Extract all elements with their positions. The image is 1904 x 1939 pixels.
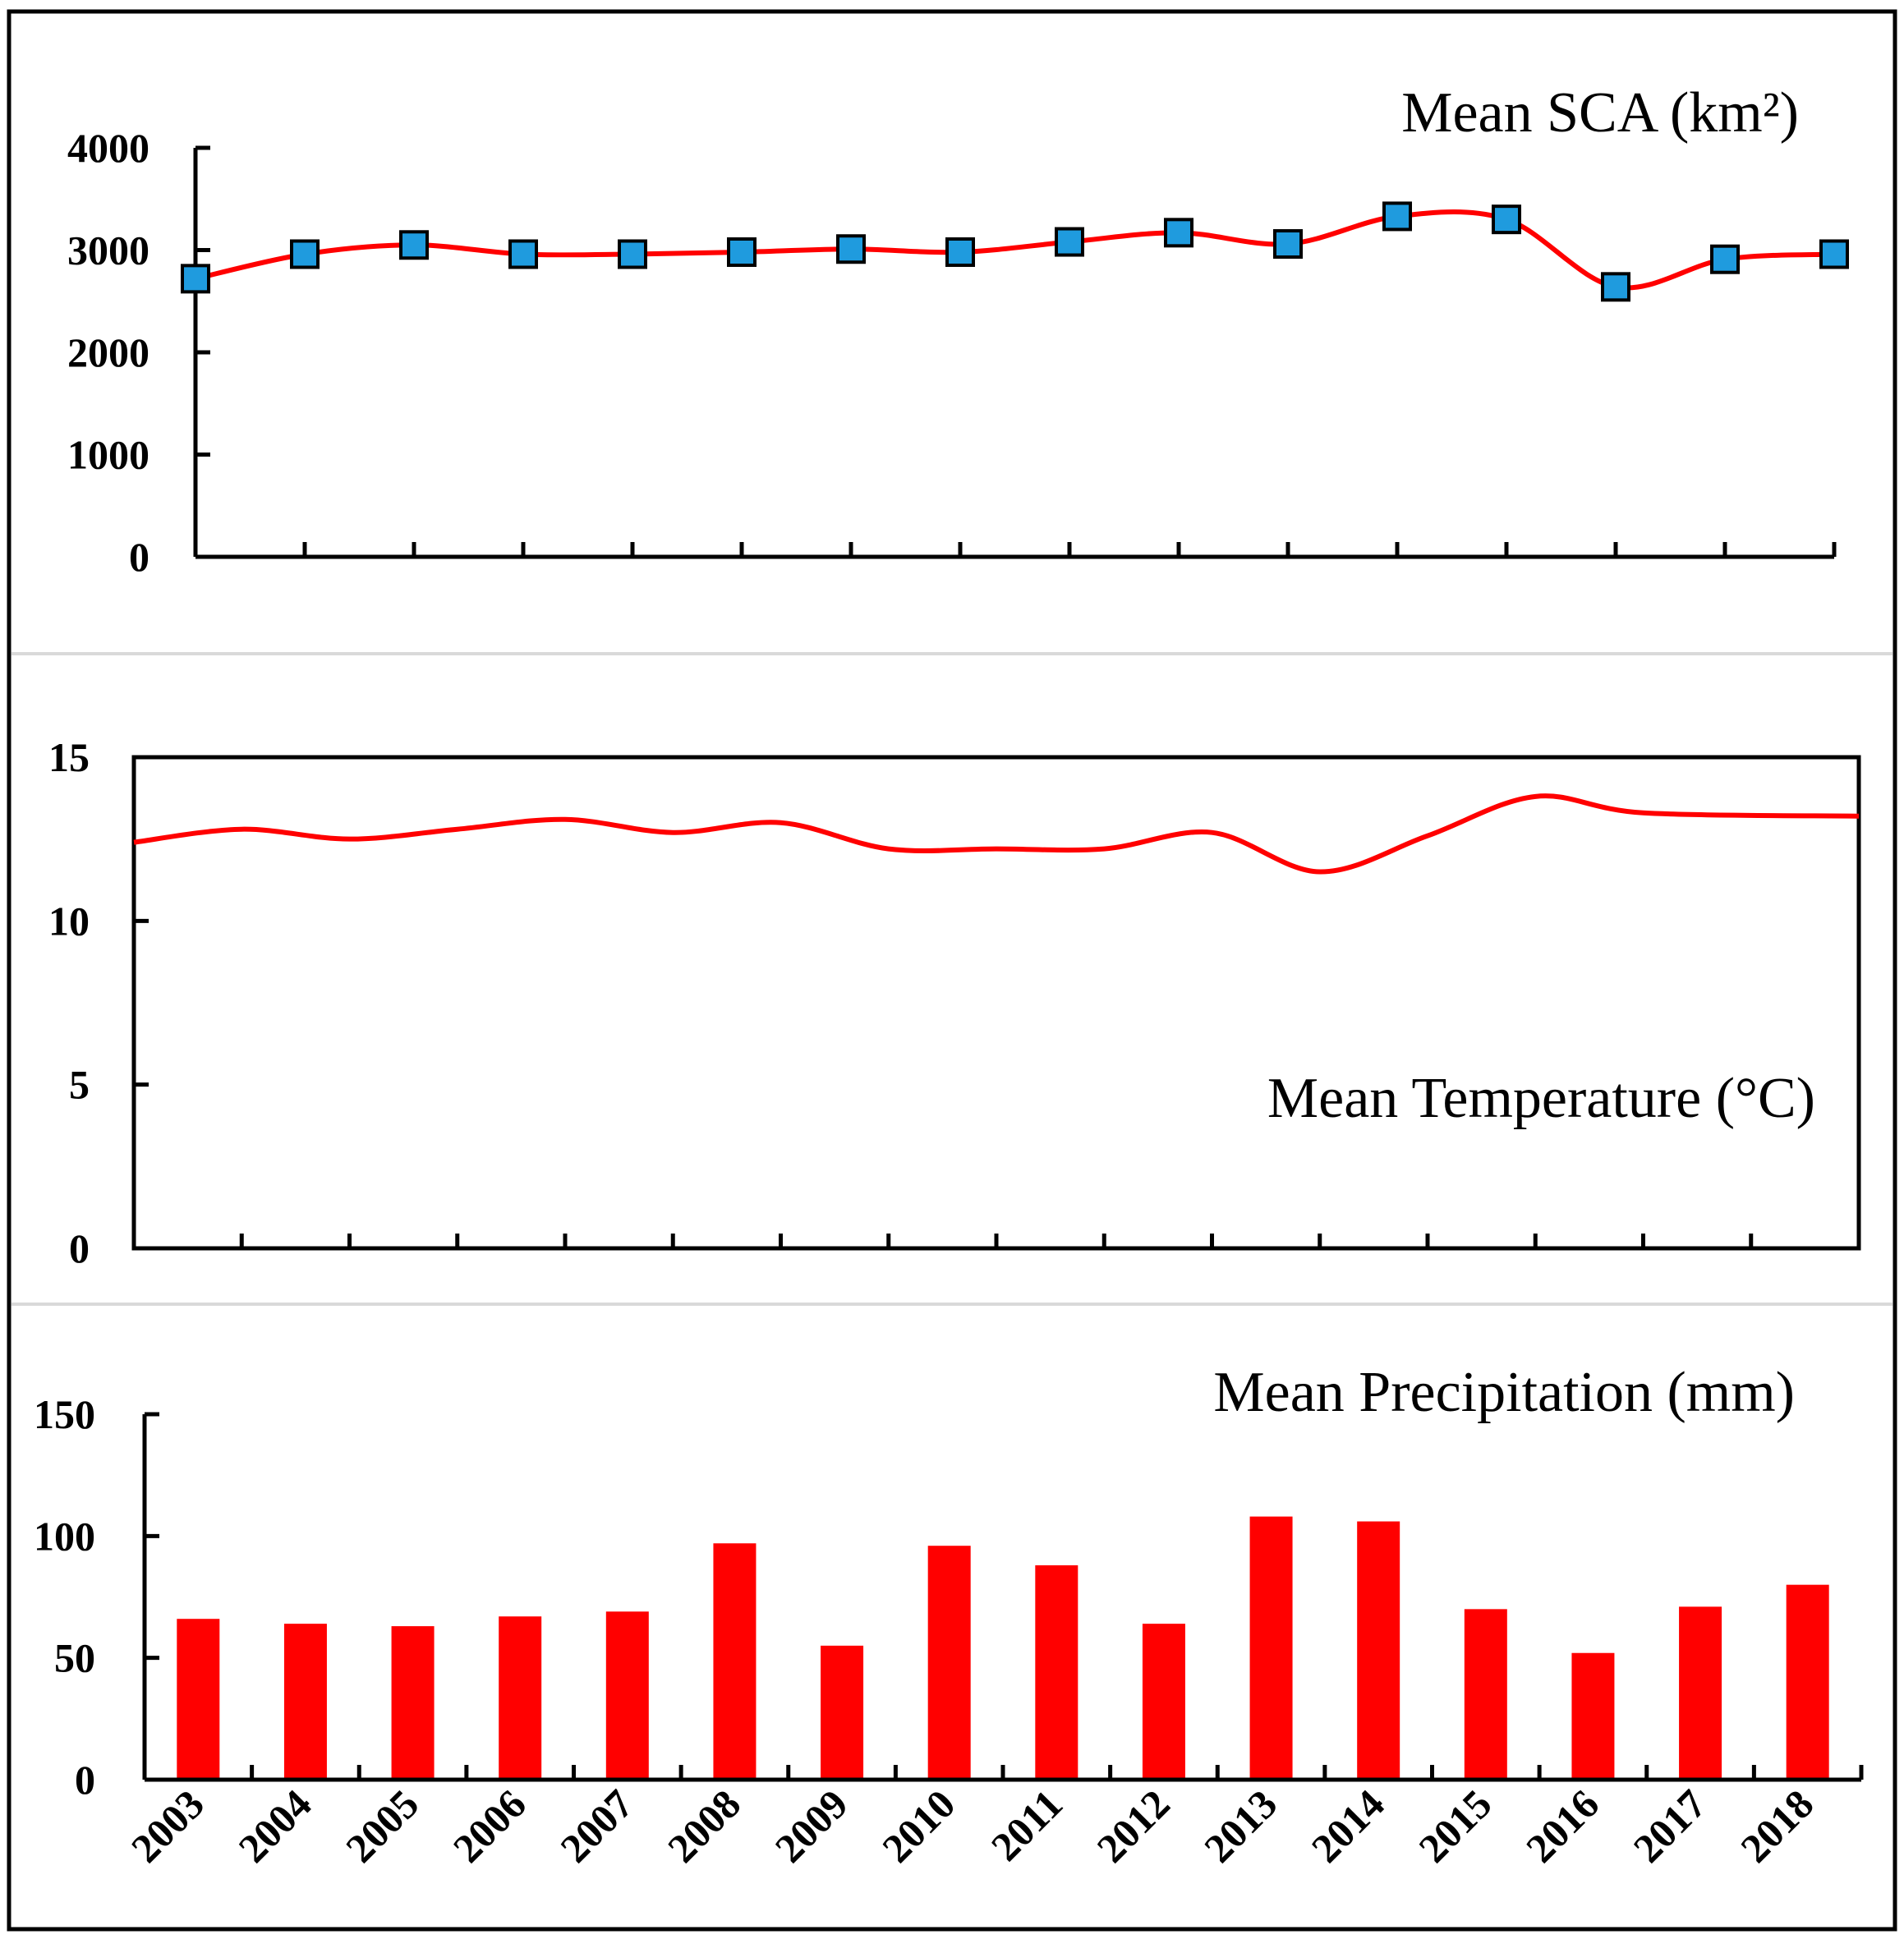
temperature-y-tick-label: 5 xyxy=(69,1062,90,1108)
sca-panel: 0 1000 2000 3000 4000 Mean SCA (km²) xyxy=(67,81,1849,580)
temperature-y-tick-label: 10 xyxy=(48,898,90,944)
precipitation-y-tick-label: 100 xyxy=(34,1513,95,1559)
sca-point-2013 xyxy=(1273,229,1303,260)
sca-y-tick-label: 4000 xyxy=(67,125,149,171)
sca-point-2010 xyxy=(945,237,975,267)
precipitation-y-tick-label: 150 xyxy=(34,1391,95,1437)
precipitation-bars xyxy=(177,1516,1829,1780)
precip-bar-2011 xyxy=(1035,1565,1078,1780)
sca-point-2008 xyxy=(727,237,757,267)
precip-bar-2009 xyxy=(821,1645,864,1780)
precip-bar-2003 xyxy=(177,1619,220,1780)
precip-bar-2017 xyxy=(1679,1606,1722,1780)
temperature-title: Mean Temperature (°C) xyxy=(1267,1067,1815,1130)
sca-point-2018 xyxy=(1819,239,1849,269)
sca-point-2003 xyxy=(181,264,210,294)
sca-point-2007 xyxy=(618,239,647,269)
sca-y-tick-label: 1000 xyxy=(67,432,149,478)
sca-series-line xyxy=(195,209,1835,291)
precip-bar-2015 xyxy=(1464,1609,1507,1780)
precipitation-axes xyxy=(142,1412,1864,1782)
sca-point-2012 xyxy=(1164,218,1193,248)
precip-bar-2016 xyxy=(1571,1652,1615,1780)
sca-point-2005 xyxy=(399,230,429,260)
temperature-series-line xyxy=(133,793,1860,875)
precip-bar-2008 xyxy=(713,1543,757,1780)
precip-bar-2010 xyxy=(927,1546,971,1780)
temperature-axes xyxy=(131,755,1861,1251)
sca-point-2009 xyxy=(836,234,866,264)
precip-bar-2005 xyxy=(391,1626,435,1780)
temperature-y-tick-label: 0 xyxy=(69,1225,90,1271)
sca-markers xyxy=(181,201,1849,302)
precipitation-y-tick-labels: 0 50 100 150 xyxy=(34,1391,95,1803)
temperature-y-tick-label: 15 xyxy=(48,734,90,780)
precip-bar-2012 xyxy=(1142,1624,1185,1780)
precip-bar-2006 xyxy=(499,1616,542,1780)
sca-point-2011 xyxy=(1055,227,1084,257)
precip-bar-2004 xyxy=(283,1624,327,1780)
sca-point-2017 xyxy=(1710,244,1740,274)
temperature-panel: 0 5 10 15 Mean Temperature (°C) xyxy=(48,734,1861,1271)
sca-point-2015 xyxy=(1492,204,1521,235)
sca-point-2004 xyxy=(290,239,320,269)
sca-point-2016 xyxy=(1601,272,1630,302)
sca-title: Mean SCA (km²) xyxy=(1401,81,1799,145)
sca-point-2006 xyxy=(508,239,538,269)
precipitation-title: Mean Precipitation (mm) xyxy=(1213,1361,1795,1424)
sca-y-tick-labels: 0 1000 2000 3000 4000 xyxy=(67,125,149,580)
sca-y-tick-label: 0 xyxy=(129,534,149,580)
sca-y-tick-label: 3000 xyxy=(67,227,149,273)
precip-bar-2018 xyxy=(1786,1584,1829,1780)
sca-axes xyxy=(193,145,1837,559)
precip-bar-2014 xyxy=(1357,1521,1400,1780)
temperature-y-tick-labels: 0 5 10 15 xyxy=(48,734,90,1271)
sca-y-tick-label: 2000 xyxy=(67,329,149,375)
precip-bar-2007 xyxy=(605,1611,649,1780)
precip-bar-2013 xyxy=(1249,1516,1293,1780)
precipitation-y-tick-label: 0 xyxy=(75,1757,95,1803)
sca-point-2014 xyxy=(1382,201,1412,232)
precipitation-y-tick-label: 50 xyxy=(54,1635,95,1681)
